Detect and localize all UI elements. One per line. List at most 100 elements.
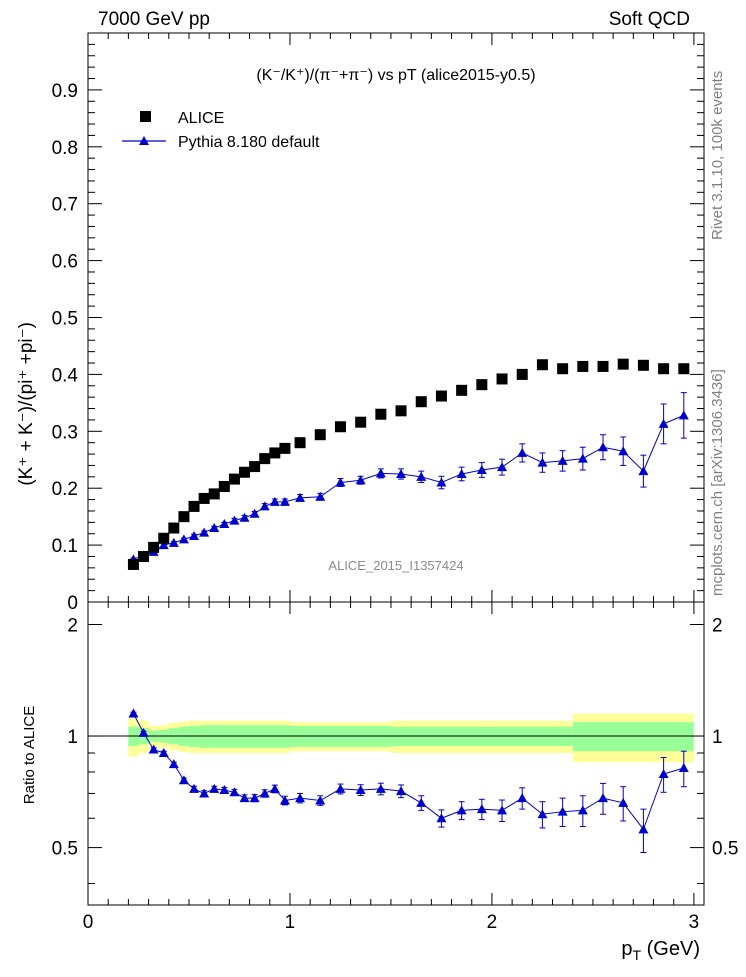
data-point bbox=[496, 373, 508, 385]
mc-point bbox=[229, 515, 240, 525]
mc-point bbox=[178, 534, 189, 544]
mc-point bbox=[497, 462, 508, 472]
mc-point bbox=[168, 537, 179, 547]
ratio-point bbox=[269, 783, 280, 793]
data-point bbox=[577, 360, 589, 372]
mc-point bbox=[209, 523, 220, 533]
data-point bbox=[239, 466, 251, 478]
ratio-point bbox=[658, 768, 669, 778]
y-tick-label: 0.9 bbox=[52, 81, 78, 102]
ratio-point bbox=[239, 793, 250, 803]
header-right: Soft QCD bbox=[609, 9, 690, 30]
mcplots-label: mcplots.cern.ch [arXiv:1306.3436] bbox=[709, 369, 726, 596]
mc-point bbox=[315, 491, 326, 501]
ratio-point bbox=[456, 805, 467, 815]
header-left: 7000 GeV pp bbox=[98, 9, 210, 30]
data-point bbox=[127, 558, 139, 570]
ratio-point bbox=[279, 795, 290, 805]
mc-point bbox=[416, 471, 427, 481]
data-point bbox=[198, 492, 210, 504]
data-point bbox=[355, 416, 367, 428]
x-tick-label: 2 bbox=[487, 912, 498, 933]
mc-point bbox=[598, 442, 609, 452]
legend-mc-label: Pythia 8.180 default bbox=[178, 134, 320, 151]
mc-point bbox=[239, 512, 250, 522]
chart-title: (K⁻/K⁺)/(π⁻+π⁻) vs pT (alice2015-y0.5) bbox=[256, 67, 535, 84]
mc-point bbox=[577, 453, 588, 463]
y-tick-label: 0.5 bbox=[52, 309, 78, 330]
ratio-y-tick-label: 0.5 bbox=[52, 839, 78, 860]
ratio-point bbox=[537, 809, 548, 819]
ratio-point bbox=[618, 797, 629, 807]
ratio-point bbox=[598, 793, 609, 803]
ratio-point bbox=[638, 824, 649, 834]
axis-ticks: 0 1 2 3 0 0.1 0.2 0.3 0.4 0.5 0.6 0.7 0.8 0.9 0.5 0.5 1 1… bbox=[52, 33, 738, 933]
ratio-y-tick-label: 1 bbox=[67, 727, 78, 748]
mc-point bbox=[189, 530, 200, 540]
ratio-y-tick-label-right: 0.5 bbox=[712, 839, 738, 860]
ratio-point bbox=[249, 793, 260, 803]
ratio-point bbox=[259, 788, 270, 798]
data-point bbox=[415, 396, 427, 408]
data-point bbox=[375, 408, 387, 420]
ratio-point bbox=[158, 748, 169, 758]
band-inner-segment bbox=[572, 722, 694, 752]
mc-point bbox=[219, 519, 230, 529]
ratio-point bbox=[335, 783, 346, 793]
ratio-point bbox=[678, 762, 689, 772]
ratio-point bbox=[436, 813, 447, 823]
ratio-point bbox=[375, 783, 386, 793]
mc-point bbox=[375, 468, 386, 478]
rivet-label: Rivet 3.1.10, 100k events bbox=[709, 71, 726, 240]
mc-point bbox=[678, 410, 689, 420]
ratio-point bbox=[517, 793, 528, 803]
mc-point bbox=[557, 455, 568, 465]
data-point bbox=[269, 447, 281, 459]
ratio-point bbox=[557, 806, 568, 816]
main-y-axis-label: (K⁺ + K⁻)/(pi⁺ +pi⁻) bbox=[16, 322, 37, 486]
mc-point bbox=[355, 475, 366, 485]
x-tick-label: 1 bbox=[285, 912, 296, 933]
data-point bbox=[516, 368, 528, 380]
data-point bbox=[148, 541, 160, 553]
data-point bbox=[138, 550, 150, 562]
data-point bbox=[678, 363, 690, 375]
ratio-point bbox=[315, 795, 326, 805]
data-point bbox=[208, 488, 220, 500]
ratio-point bbox=[416, 797, 427, 807]
y-tick-label: 0.6 bbox=[52, 252, 78, 273]
mc-point bbox=[295, 492, 306, 502]
ratio-point bbox=[128, 708, 139, 718]
mc-point bbox=[158, 540, 169, 550]
ratio-y-tick-label-right: 1 bbox=[712, 727, 723, 748]
data-point bbox=[168, 522, 180, 534]
ratio-point bbox=[138, 727, 149, 737]
y-tick-label: 0.3 bbox=[52, 422, 78, 443]
ratio-point bbox=[476, 804, 487, 814]
mc-point bbox=[249, 508, 260, 518]
data-point bbox=[314, 429, 326, 441]
data-point bbox=[435, 390, 447, 402]
data-point bbox=[334, 421, 346, 433]
data-point bbox=[637, 359, 649, 371]
ratio-point bbox=[219, 785, 230, 795]
legend-mc-marker bbox=[139, 136, 149, 145]
mc-point bbox=[279, 496, 290, 506]
data-point bbox=[158, 532, 170, 544]
mc-point bbox=[658, 418, 669, 428]
legend: ALICE Pythia 8.180 default bbox=[122, 110, 320, 151]
y-tick-label: 0.2 bbox=[52, 479, 78, 500]
legend-data-label: ALICE bbox=[178, 110, 224, 127]
data-point bbox=[617, 358, 629, 370]
ratio-point bbox=[497, 805, 508, 815]
y-tick-label: 0.7 bbox=[52, 195, 78, 216]
x-tick-label: 3 bbox=[689, 912, 700, 933]
data-point bbox=[658, 363, 670, 375]
data-point bbox=[218, 480, 230, 492]
data-point bbox=[178, 511, 190, 523]
y-tick-label: 0.1 bbox=[52, 536, 78, 557]
mc-point bbox=[436, 477, 447, 487]
y-tick-label: 0 bbox=[67, 593, 78, 614]
data-point bbox=[259, 453, 271, 465]
data-point bbox=[557, 363, 569, 375]
